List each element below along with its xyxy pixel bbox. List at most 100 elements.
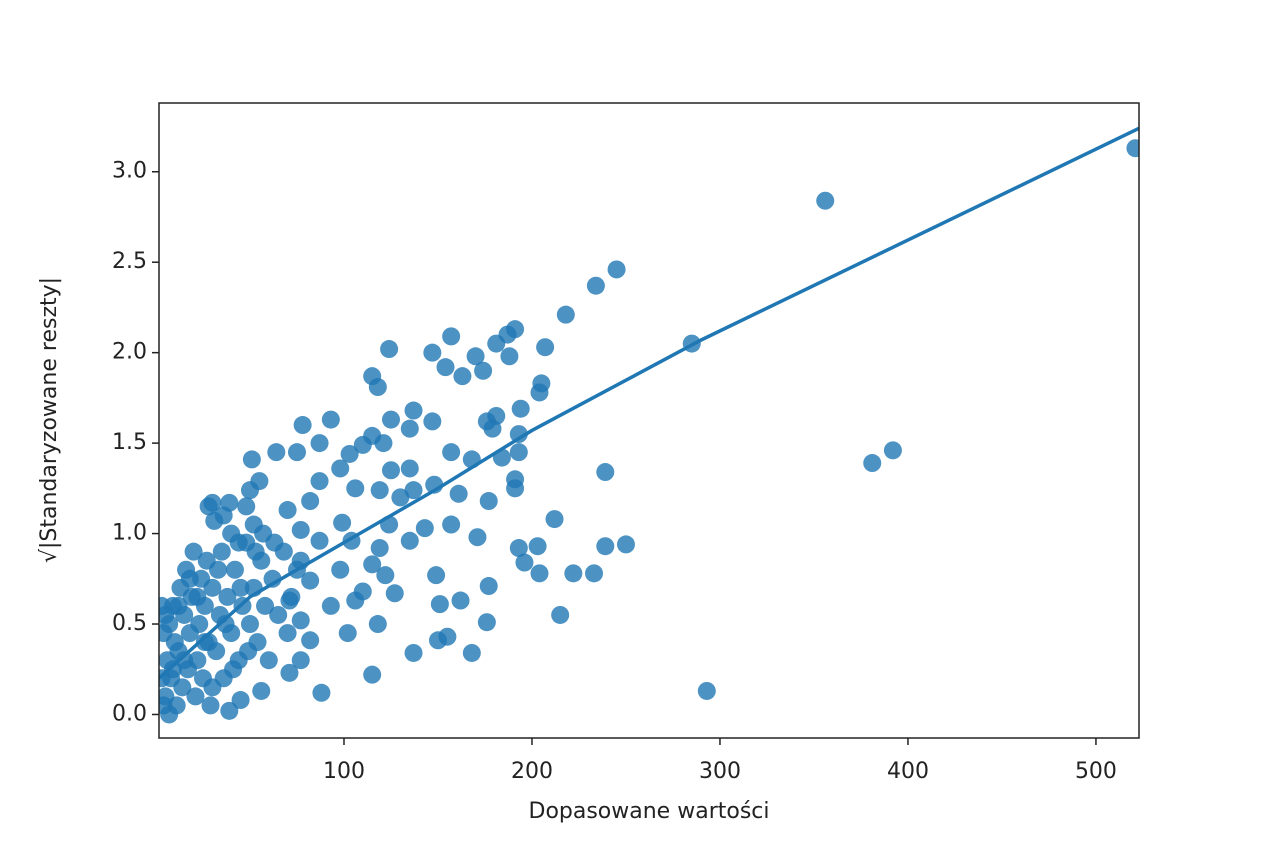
point xyxy=(291,611,310,630)
point xyxy=(269,605,288,624)
point xyxy=(564,564,583,583)
point xyxy=(586,276,605,295)
point xyxy=(301,631,320,650)
point xyxy=(462,643,481,662)
point xyxy=(370,481,389,500)
point xyxy=(340,444,359,463)
point xyxy=(1126,139,1139,158)
point xyxy=(195,633,214,652)
y-tick-label: 1.0 xyxy=(112,521,147,546)
point xyxy=(530,564,549,583)
point xyxy=(466,347,485,366)
point xyxy=(331,459,350,478)
point xyxy=(291,651,310,670)
point xyxy=(346,591,365,610)
point xyxy=(231,691,250,710)
point xyxy=(184,542,203,561)
point xyxy=(863,454,882,473)
point xyxy=(479,492,498,511)
point xyxy=(483,419,502,438)
point xyxy=(449,484,468,503)
point xyxy=(374,434,393,453)
point xyxy=(244,515,263,534)
point xyxy=(267,443,286,462)
point xyxy=(214,506,233,525)
point xyxy=(381,461,400,480)
point xyxy=(607,260,626,279)
point xyxy=(301,571,320,590)
point xyxy=(385,584,404,603)
point xyxy=(312,683,331,702)
point xyxy=(291,520,310,539)
point xyxy=(404,401,423,420)
point xyxy=(159,605,175,624)
point xyxy=(479,577,498,596)
x-tick-label: 100 xyxy=(323,759,365,784)
point xyxy=(468,528,487,547)
point xyxy=(224,660,243,679)
y-tick-label: 3.0 xyxy=(112,159,147,184)
point xyxy=(536,338,555,357)
point xyxy=(363,555,382,574)
point xyxy=(250,472,269,491)
plot-area xyxy=(159,126,1139,724)
point xyxy=(159,624,173,643)
point xyxy=(338,624,357,643)
point xyxy=(175,651,194,670)
point xyxy=(287,443,306,462)
point xyxy=(430,595,449,614)
point xyxy=(883,441,902,460)
point xyxy=(278,624,297,643)
x-tick-label: 400 xyxy=(887,759,929,784)
point xyxy=(188,587,207,606)
point xyxy=(442,443,461,462)
point xyxy=(515,553,534,572)
point xyxy=(353,435,372,454)
point xyxy=(453,367,472,386)
point xyxy=(376,566,395,585)
point xyxy=(293,416,312,435)
point xyxy=(265,533,284,552)
point xyxy=(509,443,528,462)
point xyxy=(423,412,442,431)
point xyxy=(477,613,496,632)
point xyxy=(816,191,835,210)
axes-frame xyxy=(158,102,1140,739)
point xyxy=(246,542,265,561)
y-tick-label: 2.0 xyxy=(112,340,147,365)
point xyxy=(415,519,434,538)
x-tick-label: 500 xyxy=(1075,759,1117,784)
point xyxy=(380,340,399,359)
point xyxy=(216,615,235,634)
point xyxy=(442,515,461,534)
point xyxy=(404,643,423,662)
point xyxy=(256,596,275,615)
point xyxy=(186,687,205,706)
point xyxy=(400,531,419,550)
point xyxy=(229,533,248,552)
point xyxy=(363,665,382,684)
point xyxy=(474,361,493,380)
point xyxy=(381,410,400,429)
point xyxy=(545,510,564,529)
point xyxy=(160,705,179,724)
point xyxy=(173,678,192,697)
point xyxy=(321,596,340,615)
point xyxy=(404,481,423,500)
point xyxy=(209,560,228,579)
point xyxy=(500,347,519,366)
point xyxy=(180,569,199,588)
y-tick-label: 1.5 xyxy=(112,430,147,455)
point xyxy=(487,334,506,353)
point xyxy=(237,497,256,516)
point xyxy=(333,513,352,532)
point xyxy=(190,615,209,634)
y-tick-label: 0.5 xyxy=(112,611,147,636)
point xyxy=(556,305,575,324)
point xyxy=(242,450,261,469)
point xyxy=(423,343,442,362)
point xyxy=(301,492,320,511)
point xyxy=(231,578,250,597)
